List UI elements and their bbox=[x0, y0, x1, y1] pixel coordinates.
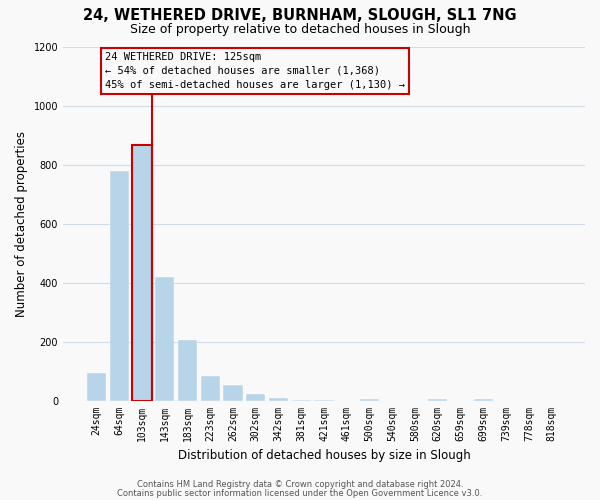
Bar bbox=[155, 277, 175, 401]
Bar bbox=[314, 400, 334, 401]
Bar bbox=[428, 398, 448, 401]
Bar bbox=[246, 394, 265, 401]
Bar bbox=[360, 398, 379, 401]
Text: 24, WETHERED DRIVE, BURNHAM, SLOUGH, SL1 7NG: 24, WETHERED DRIVE, BURNHAM, SLOUGH, SL1… bbox=[83, 8, 517, 22]
Bar bbox=[269, 398, 288, 401]
Text: Contains public sector information licensed under the Open Government Licence v3: Contains public sector information licen… bbox=[118, 489, 482, 498]
X-axis label: Distribution of detached houses by size in Slough: Distribution of detached houses by size … bbox=[178, 450, 470, 462]
Bar bbox=[110, 170, 129, 401]
Text: 24 WETHERED DRIVE: 125sqm
← 54% of detached houses are smaller (1,368)
45% of se: 24 WETHERED DRIVE: 125sqm ← 54% of detac… bbox=[105, 52, 405, 90]
Bar bbox=[292, 400, 311, 401]
Bar bbox=[200, 376, 220, 401]
Bar bbox=[473, 398, 493, 401]
Bar bbox=[87, 373, 106, 401]
Bar bbox=[178, 340, 197, 401]
Y-axis label: Number of detached properties: Number of detached properties bbox=[15, 131, 28, 317]
Bar bbox=[132, 146, 152, 401]
Bar bbox=[223, 385, 242, 401]
Text: Size of property relative to detached houses in Slough: Size of property relative to detached ho… bbox=[130, 22, 470, 36]
Text: Contains HM Land Registry data © Crown copyright and database right 2024.: Contains HM Land Registry data © Crown c… bbox=[137, 480, 463, 489]
